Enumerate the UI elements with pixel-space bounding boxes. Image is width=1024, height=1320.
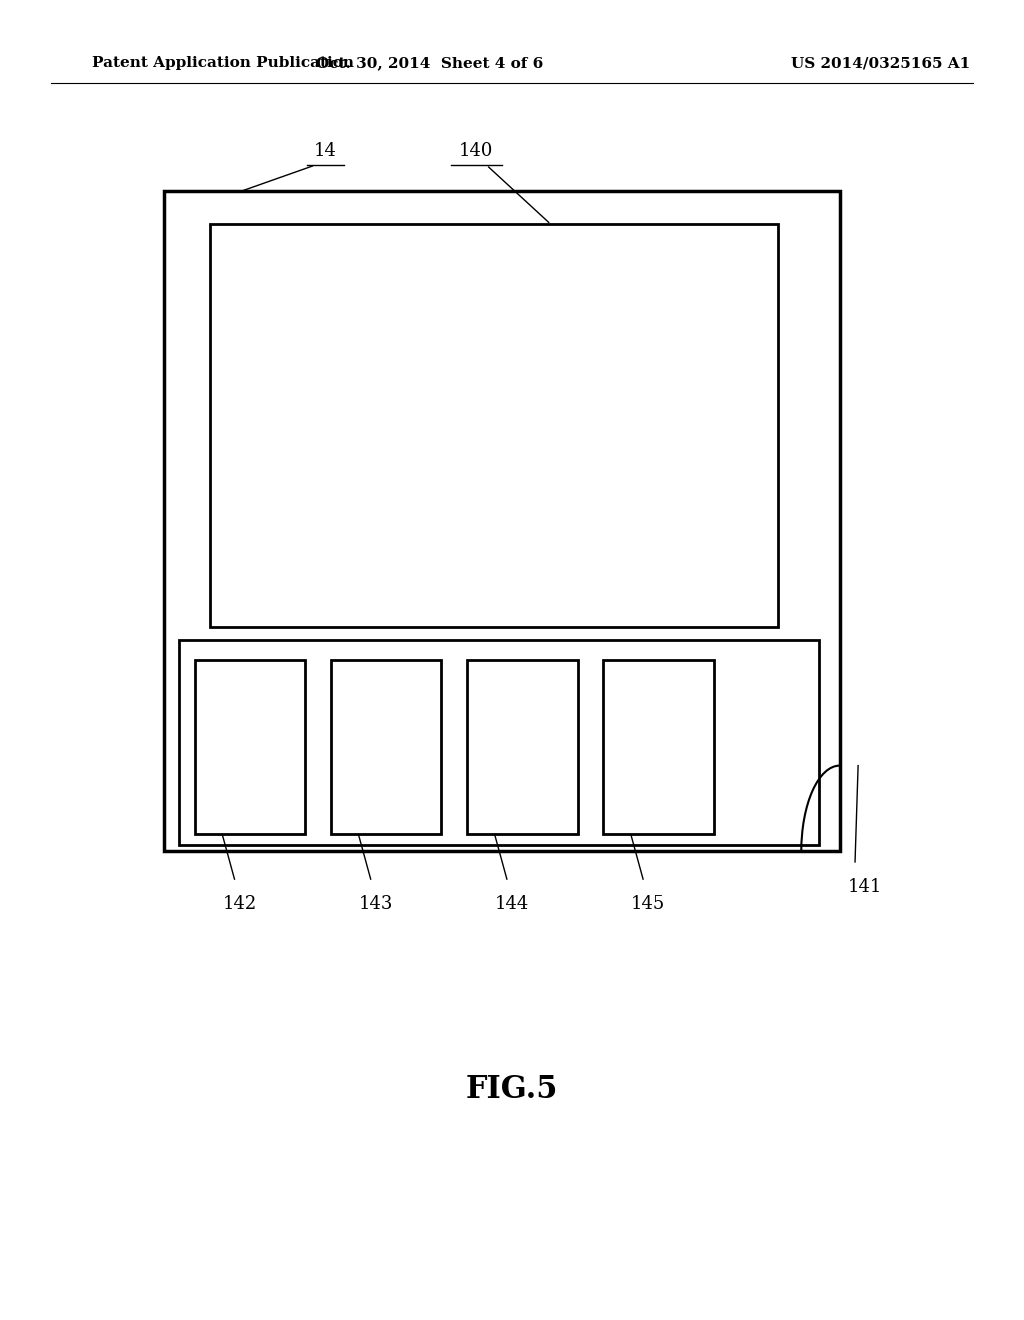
Text: 14: 14 xyxy=(314,141,337,160)
Bar xyxy=(467,660,578,834)
Text: 141: 141 xyxy=(848,878,883,896)
Text: Oct. 30, 2014  Sheet 4 of 6: Oct. 30, 2014 Sheet 4 of 6 xyxy=(316,57,544,70)
Bar xyxy=(603,660,714,834)
Text: US 2014/0325165 A1: US 2014/0325165 A1 xyxy=(791,57,971,70)
Text: FIG.5: FIG.5 xyxy=(466,1073,558,1105)
Bar xyxy=(164,191,840,851)
Bar xyxy=(331,660,441,834)
Bar xyxy=(195,660,305,834)
Text: 144: 144 xyxy=(495,895,529,913)
Text: 140: 140 xyxy=(459,141,494,160)
Bar xyxy=(210,224,778,627)
Text: 142: 142 xyxy=(222,895,257,913)
Text: 143: 143 xyxy=(358,895,393,913)
Bar xyxy=(179,640,819,845)
Text: 145: 145 xyxy=(631,895,666,913)
Text: Patent Application Publication: Patent Application Publication xyxy=(92,57,354,70)
